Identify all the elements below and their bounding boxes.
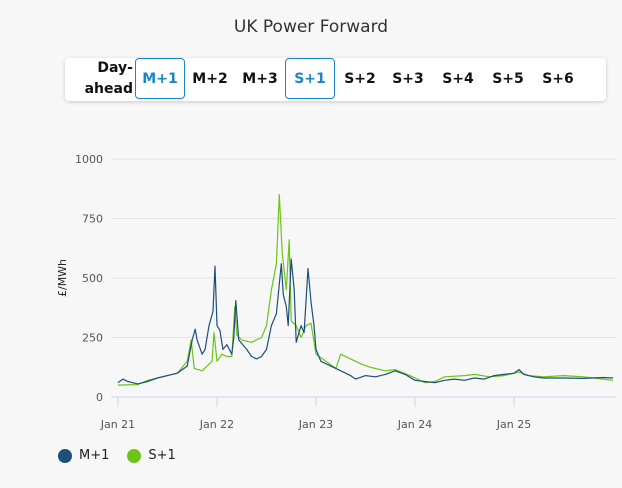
day-ahead-button[interactable]: Day- ahead bbox=[84, 58, 133, 99]
legend-label-m1: M+1 bbox=[79, 448, 110, 463]
s1-button[interactable]: S+1 bbox=[285, 58, 335, 99]
y-tick-label: 500 bbox=[82, 272, 103, 285]
x-tick-label: Jan 21 bbox=[100, 418, 135, 431]
s6-button[interactable]: S+6 bbox=[542, 70, 574, 87]
day-ahead-label-1: Day- bbox=[97, 59, 133, 76]
m3-button[interactable]: M+3 bbox=[242, 70, 278, 87]
x-tick-label: Jan 24 bbox=[397, 418, 432, 431]
s5-button[interactable]: S+5 bbox=[492, 70, 524, 87]
day-ahead-label-2: ahead bbox=[84, 80, 133, 97]
x-tick-label: Jan 22 bbox=[199, 418, 234, 431]
s2-button[interactable]: S+2 bbox=[344, 70, 376, 87]
legend-label-s1: S+1 bbox=[148, 448, 176, 463]
s3-button[interactable]: S+3 bbox=[392, 70, 424, 87]
y-tick-label: 750 bbox=[82, 213, 103, 226]
y-tick-label: 0 bbox=[96, 391, 103, 404]
x-tick-label: Jan 25 bbox=[496, 418, 531, 431]
legend-marker-s1 bbox=[127, 448, 142, 463]
s4-button[interactable]: S+4 bbox=[442, 70, 474, 87]
legend: M+1 S+1 bbox=[58, 448, 176, 463]
m2-button[interactable]: M+2 bbox=[192, 70, 228, 87]
legend-item-m1[interactable]: M+1 bbox=[58, 448, 109, 463]
legend-item-s1[interactable]: S+1 bbox=[127, 448, 176, 463]
y-tick-label: 1000 bbox=[75, 153, 103, 166]
legend-marker-m1 bbox=[58, 448, 72, 463]
chart-title: UK Power Forward bbox=[233, 17, 389, 37]
series-line-m1 bbox=[117, 258, 614, 385]
contract-selector: Day- ahead M+1 M+2 M+3 S+1 S+2 S+3 S+4 S… bbox=[65, 58, 606, 101]
y-tick-label: 250 bbox=[82, 332, 103, 345]
y-axis-label: £/MWh bbox=[56, 259, 69, 297]
series-line-s1 bbox=[117, 194, 614, 386]
x-tick-label: Jan 23 bbox=[298, 418, 333, 431]
m1-button[interactable]: M+1 bbox=[135, 58, 185, 99]
